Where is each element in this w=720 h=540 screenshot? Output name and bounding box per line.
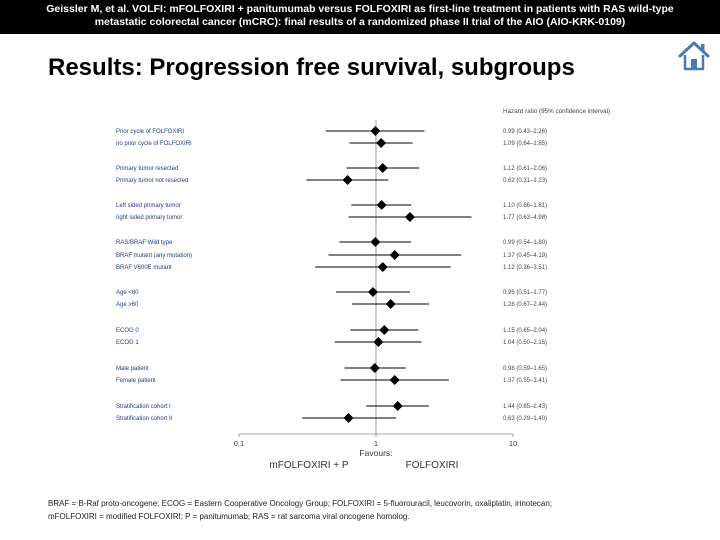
row-label-8: BRAF V600E mutant <box>116 265 172 271</box>
row-label-10: Age ≥60 <box>116 302 139 308</box>
point-estimate-16 <box>343 413 354 423</box>
row-label-6: RAS/BRAF Wild type <box>116 240 173 246</box>
point-estimate-2 <box>377 163 388 173</box>
favours-left-label: mFOLFOXIRI + P <box>269 460 349 471</box>
row-label-15: Stratification cohort I <box>116 404 171 410</box>
row-label-5: right sided primary tumor <box>116 215 182 221</box>
favours-right-label: FOLFOXIRI <box>406 460 459 471</box>
row-label-1: no prior cycle of FOLFOXIRI <box>116 141 192 147</box>
citation-line-1: Geissler M, et al. VOLFI: mFOLFOXIRI + p… <box>46 3 674 15</box>
x-tick-label-2: 10 <box>509 439 517 448</box>
point-estimate-1 <box>376 138 387 148</box>
point-estimate-5 <box>404 212 415 222</box>
row-value-14: 1.37 (0.55–3.41) <box>503 378 547 384</box>
row-value-16: 0.63 (0.29–1.40) <box>503 416 547 422</box>
point-estimate-8 <box>377 262 388 272</box>
row-label-11: ECOG 0 <box>116 328 139 334</box>
row-label-7: BRAF mutant (any mutation) <box>116 253 192 259</box>
x-axis-label: Favours: <box>359 448 392 458</box>
row-value-10: 1.28 (0.67–2.44) <box>503 302 547 308</box>
row-value-6: 0.99 (0.54–1.80) <box>503 240 547 246</box>
row-value-0: 0.99 (0.43–2.26) <box>503 129 547 135</box>
row-label-3: Primary tumor not resected <box>116 178 188 184</box>
row-label-4: Left sided primary tumor <box>116 203 181 209</box>
row-value-3: 0.62 (0.31–1.23) <box>503 178 547 184</box>
citation-header: Geissler M, et al. VOLFI: mFOLFOXIRI + p… <box>0 0 720 34</box>
point-estimate-6 <box>370 237 381 247</box>
row-label-0: Prior cycle of FOLFOXIRI <box>116 129 184 135</box>
citation-text: Geissler M, et al. VOLFI: mFOLFOXIRI + p… <box>0 0 720 29</box>
row-label-12: ECOG 1 <box>116 340 139 346</box>
row-label-14: Female patient <box>116 378 156 384</box>
footnote: BRAF = B-Raf proto-oncogene; ECOG = East… <box>48 497 688 523</box>
row-label-9: Age <60 <box>116 290 139 296</box>
row-value-5: 1.77 (0.63–4.98) <box>503 215 547 221</box>
footnote-line-2: mFOLFOXIRI = modified FOLFOXIRI; P = pan… <box>48 512 410 521</box>
row-value-13: 0.98 (0.59–1.65) <box>503 366 547 372</box>
point-estimate-14 <box>389 375 400 385</box>
row-value-2: 1.12 (0.61–2.06) <box>503 166 547 172</box>
point-estimate-3 <box>342 175 353 185</box>
point-estimate-11 <box>379 325 390 335</box>
home-button[interactable] <box>676 38 712 74</box>
footnote-line-1: BRAF = B-Raf proto-oncogene; ECOG = East… <box>48 499 553 508</box>
row-value-15: 1.44 (0.85–2.43) <box>503 404 547 410</box>
point-estimate-7 <box>389 250 400 260</box>
point-estimate-13 <box>369 363 380 373</box>
row-value-8: 1.12 (0.36–3.51) <box>503 265 547 271</box>
point-estimate-9 <box>367 287 378 297</box>
row-value-1: 1.09 (0.64–1.85) <box>503 141 547 147</box>
row-value-4: 1.10 (0.66–1.81) <box>503 203 547 209</box>
row-label-13: Male patient <box>116 366 149 372</box>
point-estimate-15 <box>392 401 403 411</box>
row-label-2: Primary tumor resected <box>116 166 178 172</box>
home-icon <box>678 41 710 71</box>
point-estimate-12 <box>373 337 384 347</box>
slide-title: Results: Progression free survival, subg… <box>48 54 575 81</box>
column-header: Hazard ratio (95% confidence interval) <box>503 108 610 115</box>
x-tick-label-1: 1 <box>374 439 378 448</box>
row-value-7: 1.37 (0.45–4.19) <box>503 253 547 259</box>
point-estimate-10 <box>385 299 396 309</box>
point-estimate-0 <box>370 126 381 136</box>
row-label-16: Stratification cohort II <box>116 416 173 422</box>
row-value-12: 1.04 (0.50–2.15) <box>503 340 547 346</box>
row-value-9: 0.95 (0.51–1.77) <box>503 290 547 296</box>
point-estimate-4 <box>376 200 387 210</box>
citation-line-2: metastatic colorectal cancer (mCRC): fin… <box>94 16 626 28</box>
row-value-11: 1.15 (0.65–2.04) <box>503 328 547 334</box>
x-tick-label-0: 0.1 <box>234 439 244 448</box>
